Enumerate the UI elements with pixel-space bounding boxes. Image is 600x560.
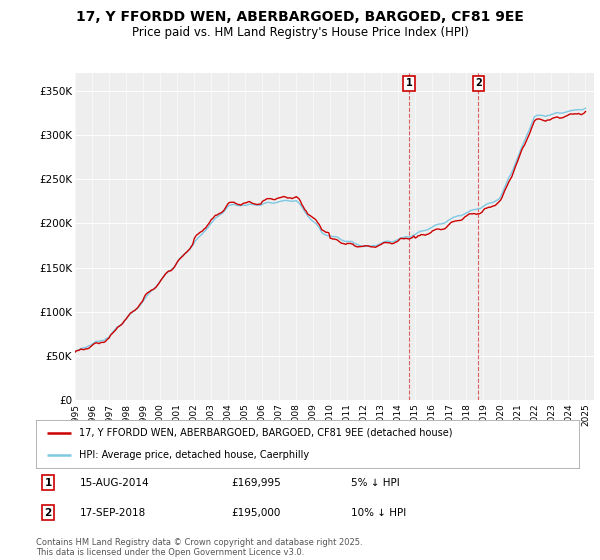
Text: 1: 1 <box>44 478 52 488</box>
Text: Price paid vs. HM Land Registry's House Price Index (HPI): Price paid vs. HM Land Registry's House … <box>131 26 469 39</box>
Text: 1: 1 <box>406 78 412 88</box>
Text: 2: 2 <box>475 78 482 88</box>
Text: 15-AUG-2014: 15-AUG-2014 <box>79 478 149 488</box>
Text: HPI: Average price, detached house, Caerphilly: HPI: Average price, detached house, Caer… <box>79 450 310 460</box>
Text: 17, Y FFORDD WEN, ABERBARGOED, BARGOED, CF81 9EE: 17, Y FFORDD WEN, ABERBARGOED, BARGOED, … <box>76 10 524 24</box>
Text: 17, Y FFORDD WEN, ABERBARGOED, BARGOED, CF81 9EE (detached house): 17, Y FFORDD WEN, ABERBARGOED, BARGOED, … <box>79 428 453 438</box>
Text: 5% ↓ HPI: 5% ↓ HPI <box>351 478 400 488</box>
Text: 2: 2 <box>44 508 52 518</box>
Text: 10% ↓ HPI: 10% ↓ HPI <box>351 508 406 518</box>
Text: Contains HM Land Registry data © Crown copyright and database right 2025.
This d: Contains HM Land Registry data © Crown c… <box>36 538 362 557</box>
Text: 17-SEP-2018: 17-SEP-2018 <box>79 508 146 518</box>
Text: £169,995: £169,995 <box>232 478 281 488</box>
Text: £195,000: £195,000 <box>232 508 281 518</box>
